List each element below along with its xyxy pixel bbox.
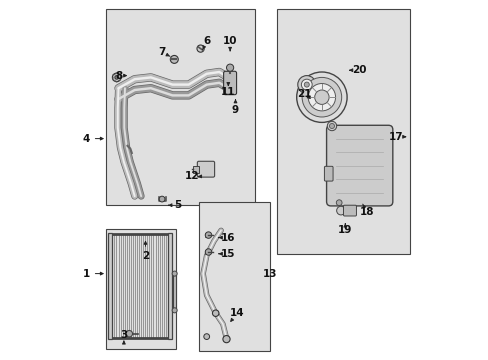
FancyBboxPatch shape (343, 205, 356, 216)
Circle shape (115, 76, 118, 79)
FancyBboxPatch shape (223, 71, 236, 95)
Circle shape (212, 310, 219, 316)
Text: 4: 4 (82, 134, 90, 144)
Text: 10: 10 (223, 36, 237, 46)
Circle shape (223, 336, 230, 343)
Bar (276, 9, 409, 254)
Circle shape (205, 249, 211, 255)
Circle shape (297, 76, 315, 94)
Circle shape (296, 72, 346, 122)
Text: 6: 6 (203, 36, 210, 46)
Circle shape (226, 64, 233, 71)
Text: 3: 3 (120, 330, 127, 340)
Circle shape (302, 77, 341, 117)
Bar (193, 166, 199, 173)
FancyBboxPatch shape (197, 161, 214, 177)
Circle shape (172, 308, 177, 313)
Text: 21: 21 (296, 89, 310, 99)
Text: 16: 16 (221, 233, 235, 243)
Circle shape (301, 79, 311, 90)
Text: 1: 1 (82, 269, 89, 279)
Text: 18: 18 (359, 207, 373, 217)
Bar (106, 229, 176, 349)
Text: 2: 2 (142, 251, 149, 261)
Bar (199, 202, 269, 351)
Text: 5: 5 (174, 200, 181, 210)
Text: 9: 9 (231, 105, 239, 115)
FancyBboxPatch shape (324, 166, 332, 181)
Circle shape (197, 45, 204, 52)
Bar (172, 275, 176, 308)
Circle shape (159, 196, 164, 202)
Bar (167, 233, 171, 339)
Bar (106, 9, 255, 205)
Circle shape (304, 82, 309, 87)
Bar (204, 250, 208, 254)
Text: 19: 19 (337, 225, 352, 235)
Circle shape (329, 123, 334, 129)
Circle shape (326, 121, 336, 131)
Text: 8: 8 (115, 71, 122, 81)
Text: 11: 11 (221, 87, 235, 97)
Text: 15: 15 (221, 249, 235, 259)
Circle shape (314, 90, 328, 104)
Circle shape (203, 334, 209, 339)
Circle shape (172, 271, 177, 276)
Circle shape (307, 84, 335, 111)
Bar (108, 233, 112, 339)
Text: 12: 12 (184, 171, 199, 181)
Circle shape (205, 232, 211, 238)
Bar (204, 233, 208, 237)
Text: 13: 13 (262, 269, 276, 279)
Circle shape (126, 330, 132, 337)
Circle shape (170, 55, 178, 63)
FancyBboxPatch shape (326, 125, 392, 206)
Text: 14: 14 (229, 308, 244, 318)
Circle shape (112, 73, 121, 82)
Circle shape (336, 206, 345, 215)
Circle shape (336, 200, 342, 206)
Text: 17: 17 (387, 132, 402, 142)
Text: 20: 20 (352, 65, 366, 75)
Text: 7: 7 (158, 47, 165, 57)
